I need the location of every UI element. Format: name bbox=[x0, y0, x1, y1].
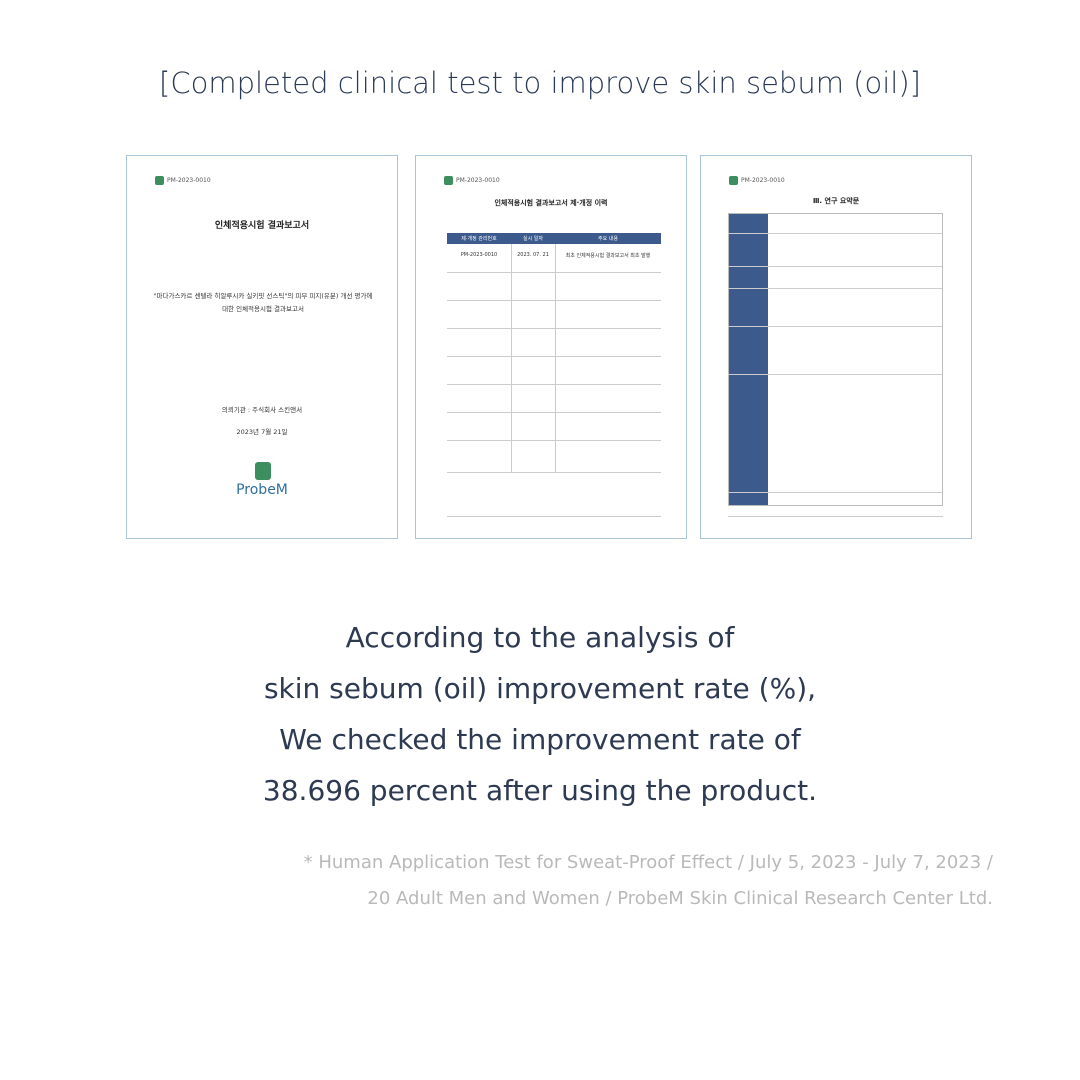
table-line bbox=[728, 233, 943, 234]
footer-line bbox=[728, 516, 943, 517]
table-cell: 최초 인체적용시험 결과보고서 최초 발행 bbox=[565, 253, 651, 259]
table-line bbox=[447, 440, 661, 441]
table-divider bbox=[511, 244, 512, 472]
body-line: We checked the improvement rate of bbox=[279, 723, 801, 756]
study-summary: PM-2023-0010 Ⅲ. 연구 요약문 bbox=[700, 155, 972, 539]
table-header-cell: 주요 내용 bbox=[598, 236, 618, 242]
table-header-cell: 제·개정 관리번호 bbox=[461, 236, 497, 242]
table-line bbox=[728, 326, 943, 327]
table-cell: 2023. 07. 21 bbox=[517, 252, 549, 258]
table-line bbox=[447, 384, 661, 385]
footer-line bbox=[447, 516, 661, 517]
doc-title: 인체적용시험 결과보고서 제·개정 이력 bbox=[494, 199, 608, 207]
body-line: According to the analysis of bbox=[345, 621, 735, 654]
summary-label-column bbox=[728, 213, 768, 506]
logo-text: ProbeM bbox=[236, 482, 288, 498]
table-line bbox=[728, 288, 943, 289]
report-cover: PM-2023-0010 인체적용시험 결과보고서 "마다가스카르 센텔라 히알… bbox=[126, 155, 398, 539]
table-line bbox=[447, 272, 661, 273]
logo-icon bbox=[255, 462, 271, 480]
table-line bbox=[447, 300, 661, 301]
footnote-line: * Human Application Test for Sweat-Proof… bbox=[303, 852, 993, 873]
summary-table bbox=[728, 213, 943, 506]
doc-title: 인체적용시험 결과보고서 bbox=[214, 221, 310, 231]
table-line bbox=[728, 492, 943, 493]
doc-code: PM-2023-0010 bbox=[155, 176, 211, 185]
doc-client: 의뢰기관 : 주식회사 스킨앤서 bbox=[221, 406, 303, 414]
doc-code: PM-2023-0010 bbox=[729, 176, 785, 185]
doc-subject: "마다가스카르 센텔라 히알루시카 실키핏 선스틱"의 피부 피지(유분) 개선… bbox=[153, 292, 373, 313]
table-line bbox=[728, 374, 943, 375]
body-line: skin sebum (oil) improvement rate (%), bbox=[263, 672, 817, 705]
table-line bbox=[728, 266, 943, 267]
table-cell: PM-2023-0010 bbox=[460, 252, 498, 258]
table-header-cell: 실시 일자 bbox=[523, 236, 543, 242]
table-line bbox=[447, 412, 661, 413]
revision-history: PM-2023-0010 인체적용시험 결과보고서 제·개정 이력 제·개정 관… bbox=[415, 155, 687, 539]
body-line: 38.696 percent after using the product. bbox=[262, 774, 818, 807]
doc-title: Ⅲ. 연구 요약문 bbox=[812, 197, 860, 205]
doc-date: 2023년 7월 21일 bbox=[236, 428, 288, 436]
table-line bbox=[447, 472, 661, 473]
table-line bbox=[447, 356, 661, 357]
footnote-line: 20 Adult Men and Women / ProbeM Skin Cli… bbox=[367, 888, 993, 909]
table-divider bbox=[555, 244, 556, 472]
doc-code: PM-2023-0010 bbox=[444, 176, 500, 185]
table-line bbox=[447, 328, 661, 329]
page-title: [Completed clinical test to improve skin… bbox=[159, 66, 921, 100]
table-header-bar bbox=[447, 233, 661, 244]
